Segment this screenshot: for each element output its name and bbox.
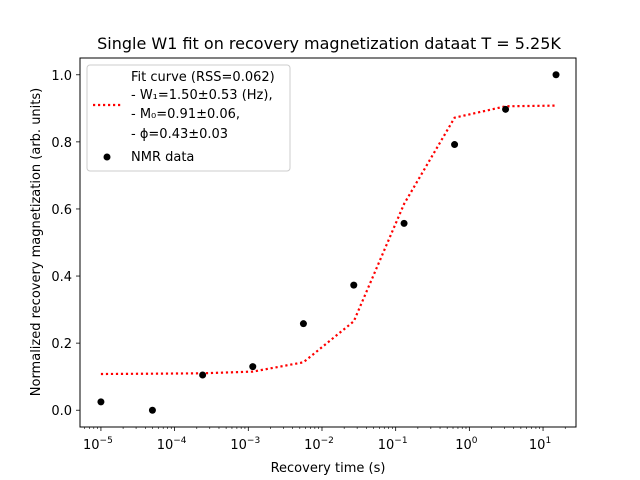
x-tick-label: 10−2 xyxy=(304,436,334,453)
data-point xyxy=(451,141,459,149)
y-tick-label: 0.2 xyxy=(51,337,72,352)
data-point xyxy=(148,406,156,414)
y-tick-label: 0.0 xyxy=(51,404,72,419)
legend-fit-line-1: Fit curve (RSS=0.062) xyxy=(131,70,275,85)
x-tick-label: 100 xyxy=(455,436,478,453)
y-tick-label: 0.4 xyxy=(51,270,72,285)
plot-frame xyxy=(79,57,577,428)
plot-area xyxy=(79,57,577,428)
x-tick-label: 10−4 xyxy=(157,436,187,453)
data-point xyxy=(502,105,510,113)
y-tick-label: 0.8 xyxy=(51,136,72,151)
x-axis: 10−5 10−4 10−3 10−2 10−1 100 101 xyxy=(83,427,566,453)
data-point xyxy=(199,371,207,379)
y-tick-label: 1.0 xyxy=(51,69,72,84)
legend-box xyxy=(86,64,291,172)
fit-curve-line xyxy=(100,104,557,376)
x-tick-label: 101 xyxy=(529,436,551,453)
legend-fit-line-4: - ϕ=0.43±0.03 xyxy=(131,127,228,142)
x-axis-label: Recovery time (s) xyxy=(271,461,386,476)
data-point xyxy=(350,281,358,289)
data-point xyxy=(97,398,105,406)
legend-data-swatch xyxy=(103,153,111,161)
y-axis-label: Normalized recovery magnetization (arb. … xyxy=(29,88,44,396)
series-layer xyxy=(97,71,560,414)
y-axis: 0.0 0.2 0.4 0.6 0.8 1.0 xyxy=(51,69,80,419)
data-point xyxy=(299,320,307,328)
data-point xyxy=(249,363,257,371)
x-tick-label: 10−3 xyxy=(230,436,260,453)
data-point xyxy=(552,71,560,79)
chart-title: Single W1 fit on recovery magnetization … xyxy=(97,34,561,53)
x-tick-label: 10−5 xyxy=(83,436,113,453)
x-tick-label: 10−1 xyxy=(378,436,408,453)
legend-fit-line-2: - W₁=1.50±0.53 (Hz), xyxy=(131,88,273,103)
legend-fit-line-3: - M₀=0.91±0.06, xyxy=(131,107,240,122)
legend-data-label: NMR data xyxy=(131,150,194,165)
legend: Fit curve (RSS=0.062) - W₁=1.50±0.53 (Hz… xyxy=(86,64,291,172)
y-tick-label: 0.6 xyxy=(51,203,72,218)
data-point xyxy=(400,219,408,227)
